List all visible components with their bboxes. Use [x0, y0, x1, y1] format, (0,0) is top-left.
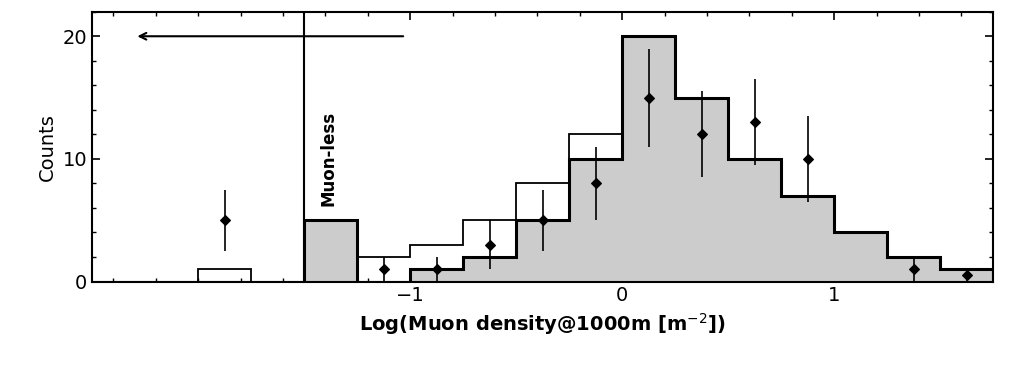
- Text: Muon-less: Muon-less: [319, 111, 337, 206]
- Y-axis label: Counts: Counts: [38, 113, 57, 181]
- X-axis label: Log(Muon density@1000m [m$^{-2}$]): Log(Muon density@1000m [m$^{-2}$]): [359, 311, 726, 337]
